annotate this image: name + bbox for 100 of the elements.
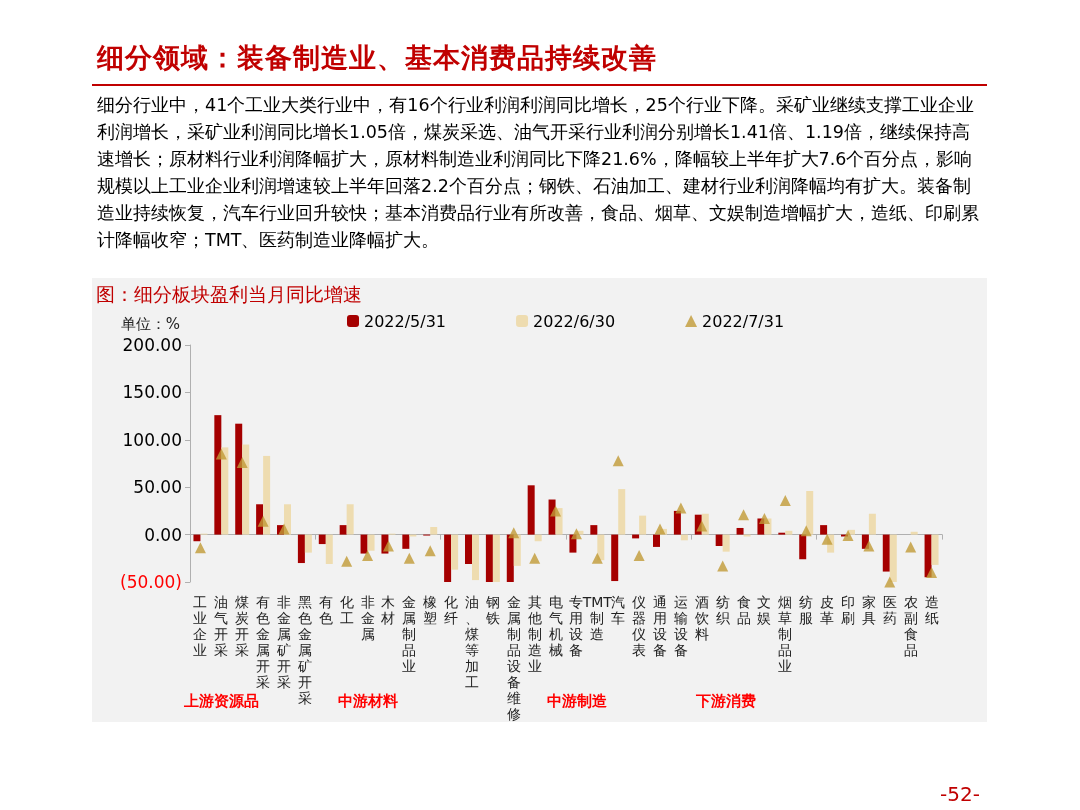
x-tick-label: 皮革	[820, 594, 835, 626]
legend-label: 2022/5/31	[364, 311, 447, 331]
x-tick-label: 有色	[318, 594, 333, 626]
x-tick-label: 有色金属开采	[256, 594, 271, 690]
bar	[430, 527, 438, 535]
x-tick-label: 非金属矿开采	[276, 594, 291, 690]
bar	[360, 534, 368, 554]
point	[529, 552, 541, 564]
bar	[785, 530, 793, 535]
point	[236, 457, 248, 469]
bar	[673, 510, 681, 535]
point	[654, 523, 666, 535]
x-tick-label: 油气开采	[214, 594, 229, 658]
text: 中游材料	[338, 692, 398, 711]
bar	[513, 534, 521, 566]
point	[570, 528, 582, 540]
bar	[736, 527, 744, 535]
y-tick-label: 100.00	[122, 429, 182, 450]
bar	[931, 534, 939, 565]
bar	[304, 534, 312, 553]
x-tick-label: 医药	[882, 594, 897, 626]
bar	[722, 534, 730, 552]
bar	[715, 534, 723, 546]
x-tick-label: 家具	[861, 594, 876, 626]
x-tick-label: 油、煤等加工	[465, 594, 479, 690]
x-tick-label: 纺服	[799, 594, 814, 626]
bar	[444, 534, 452, 582]
point	[926, 567, 938, 579]
point	[403, 552, 415, 564]
text: -52-	[940, 782, 980, 806]
x-tick-label: 煤炭开采	[235, 594, 250, 658]
point	[612, 455, 624, 467]
x-tick-label: 纺织	[715, 594, 730, 626]
bar	[339, 525, 347, 535]
bar	[346, 504, 354, 535]
text: 上游资源品	[184, 692, 259, 711]
point	[717, 560, 729, 572]
bar	[820, 525, 828, 535]
point	[675, 502, 687, 514]
bar	[590, 525, 598, 535]
x-tick-label: 文娱	[757, 594, 772, 626]
bar	[465, 534, 472, 564]
x-tick-label: 酒饮料	[693, 594, 709, 642]
bar	[506, 534, 514, 582]
point	[215, 448, 227, 460]
bar	[492, 534, 500, 582]
point	[779, 494, 791, 506]
bar	[367, 534, 375, 551]
bar	[221, 447, 229, 535]
bar	[889, 534, 897, 582]
x-tick-label: 烟草制品业	[778, 594, 793, 674]
point	[424, 545, 436, 557]
x-tick-label: 橡塑	[423, 594, 438, 626]
point	[382, 540, 394, 552]
point	[905, 541, 917, 553]
bar	[263, 455, 271, 535]
text: 中游制造	[547, 692, 607, 711]
x-tick-label: 农副食品	[903, 594, 918, 658]
bar	[527, 485, 535, 535]
point	[508, 527, 520, 539]
x-tick-label: 食品	[736, 594, 751, 626]
bar	[472, 534, 479, 581]
bar	[611, 534, 619, 582]
x-tick-label: 印刷	[841, 594, 855, 626]
point	[194, 542, 206, 554]
point	[738, 509, 750, 521]
x-tick-label: 汽车	[611, 594, 626, 626]
point	[257, 515, 269, 527]
bar	[235, 423, 243, 535]
point	[696, 520, 708, 532]
x-tick-label: 金属制品设备维修	[506, 594, 521, 722]
y-tick-label: (50.00)	[120, 572, 182, 592]
point	[800, 525, 812, 537]
bar	[882, 534, 890, 572]
bar	[639, 515, 647, 535]
x-tick-label: 工业企业	[193, 594, 208, 658]
y-tick-label: 200.00	[122, 335, 182, 355]
y-tick-label: 150.00	[122, 382, 182, 403]
x-tick-label: 运输设备	[673, 594, 688, 658]
y-tick-label: 0.00	[144, 524, 182, 545]
y-axis-title: 单位：%	[120, 314, 180, 333]
bar	[214, 415, 222, 535]
bar	[297, 534, 305, 564]
x-tick-label: 钢铁	[484, 594, 500, 626]
bar	[485, 534, 493, 582]
point	[278, 523, 290, 535]
text: 图：细分板块盈利当月同比增速	[96, 282, 362, 307]
x-tick-label: 金属制品业	[402, 594, 417, 674]
bar	[402, 534, 410, 549]
bar	[910, 531, 918, 535]
bar	[325, 534, 333, 564]
bar	[534, 534, 542, 542]
y-tick-label: 50.00	[133, 477, 182, 498]
x-tick-label: 木材	[380, 594, 396, 626]
bar	[242, 444, 250, 535]
point	[842, 530, 854, 542]
x-tick-label: 电气机械	[548, 594, 563, 658]
point	[884, 576, 896, 588]
point	[758, 512, 770, 524]
x-tick-label: 黑色金属矿开采	[296, 594, 312, 706]
